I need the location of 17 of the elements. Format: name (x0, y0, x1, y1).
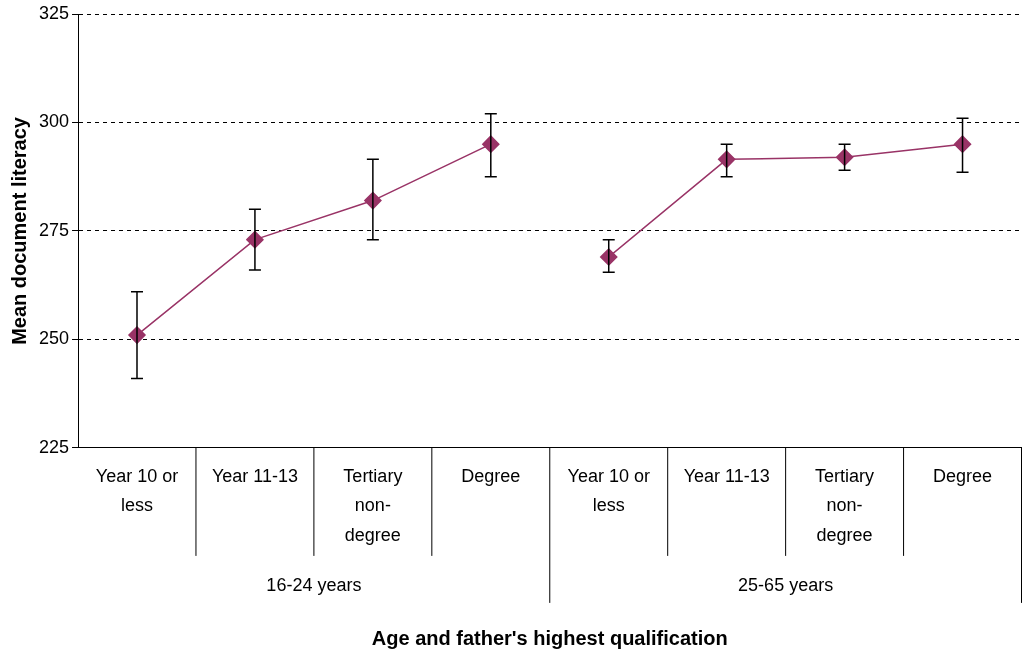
y-tick-label: 275 (38, 219, 70, 240)
x-tick-label: Year 11-13 (683, 465, 770, 486)
y-axis-title: Mean document literacy (7, 116, 30, 345)
y-tick-label: 225 (38, 436, 70, 457)
x-tick-label: Year 10 or less (567, 465, 650, 516)
text: 25-65 years (738, 574, 834, 595)
x-tick-label: Tertiary non-degree (815, 465, 875, 546)
x-axis-title: Age and father's highest qualification (371, 626, 728, 649)
y-tick-label: 250 (38, 328, 70, 349)
x-tick-label: Year 10 or less (95, 465, 179, 516)
y-tick-label: 300 (38, 111, 70, 132)
text: 16-24 years (266, 574, 362, 595)
x-tick-label: Degree (461, 465, 521, 486)
x-tick-label: Degree (933, 465, 993, 486)
x-tick-label: Tertiary non-degree (343, 465, 403, 546)
y-tick-label: 325 (38, 2, 70, 23)
x-tick-label: Year 11-13 (211, 465, 298, 486)
